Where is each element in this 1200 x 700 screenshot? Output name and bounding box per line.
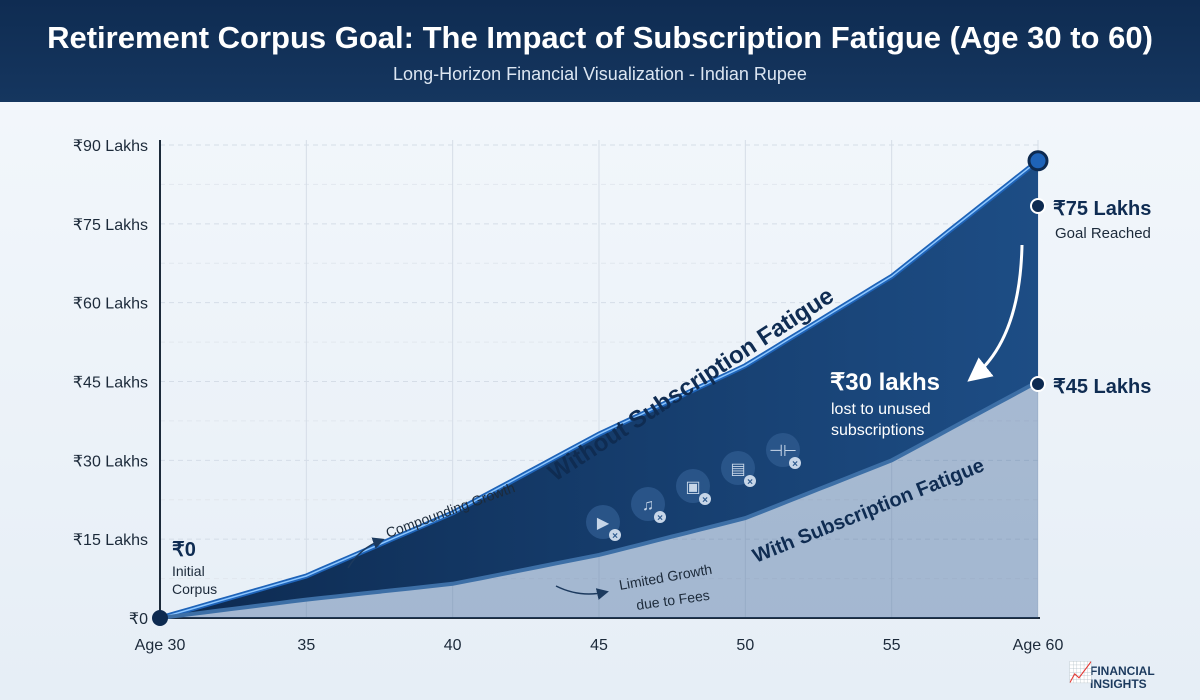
remove-icon-x: × <box>792 459 798 470</box>
x-tick-label: 35 <box>297 637 315 654</box>
loss-label-2: subscriptions <box>831 422 924 439</box>
y-tick-label: ₹75 Lakhs <box>73 217 148 234</box>
logo-chart-icon: 📈 <box>1068 662 1093 684</box>
x-tick-label: 45 <box>590 637 608 654</box>
logo: 📈 FINANCIAL INSIGHTS <box>1068 663 1155 691</box>
start-value: ₹0 <box>172 539 196 561</box>
point-start <box>152 610 168 626</box>
music-icon: ♫ <box>642 497 654 514</box>
x-tick-label: Age 30 <box>135 637 186 654</box>
x-tick-label: 50 <box>736 637 754 654</box>
remove-icon-x: × <box>657 513 663 524</box>
newspaper-icon: ▤ <box>730 461 745 478</box>
box-icon: ▣ <box>685 479 700 496</box>
limited-arrow <box>555 585 609 600</box>
loss-arrow <box>967 244 1024 382</box>
loss-label-1: lost to unused <box>831 401 931 418</box>
chart-subtitle: Long-Horizon Financial Visualization - I… <box>393 64 807 84</box>
remove-icon <box>699 493 711 505</box>
compounding-arrow <box>347 537 385 569</box>
x-tick-label: 40 <box>444 637 462 654</box>
x-tick-label: Age 60 <box>1013 637 1064 654</box>
end-low-value: ₹45 Lakhs <box>1053 376 1151 398</box>
start-label-2: Corpus <box>172 581 217 597</box>
remove-icon-x: × <box>747 477 753 488</box>
remove-icon <box>609 529 621 541</box>
start-label-1: Initial <box>172 563 205 579</box>
header: Retirement Corpus Goal: The Impact of Su… <box>0 0 1200 102</box>
x-tick-label: 55 <box>883 637 901 654</box>
y-tick-label: ₹0 <box>129 611 148 628</box>
y-tick-label: ₹30 Lakhs <box>73 453 148 470</box>
remove-icon-x: × <box>612 531 618 542</box>
remove-icon <box>654 511 666 523</box>
video-icon: ▶ <box>597 515 610 532</box>
y-tick-label: ₹45 Lakhs <box>73 375 148 392</box>
goal-label: Goal Reached <box>1055 225 1151 242</box>
series-line-with-fatigue <box>159 379 1039 620</box>
logo-text-2: INSIGHTS <box>1090 677 1147 691</box>
remove-icon <box>789 457 801 469</box>
goal-value: ₹75 Lakhs <box>1053 198 1151 220</box>
dumbbell-icon: ⊣⊢ <box>769 443 797 460</box>
point-end-without <box>1027 150 1049 172</box>
chart-title: Retirement Corpus Goal: The Impact of Su… <box>47 20 1153 55</box>
series-line-highlight <box>159 160 1039 619</box>
y-tick-label: ₹60 Lakhs <box>73 296 148 313</box>
y-tick-label: ₹15 Lakhs <box>73 532 148 549</box>
goal-marker <box>1030 198 1046 214</box>
lower-area <box>160 381 1038 618</box>
remove-icon <box>744 475 756 487</box>
logo-text-1: FINANCIAL <box>1090 664 1155 678</box>
remove-icon-x: × <box>702 495 708 506</box>
loss-value: ₹30 lakhs <box>830 369 940 396</box>
point-end-with <box>1030 376 1046 392</box>
y-tick-label: ₹90 Lakhs <box>73 138 148 155</box>
